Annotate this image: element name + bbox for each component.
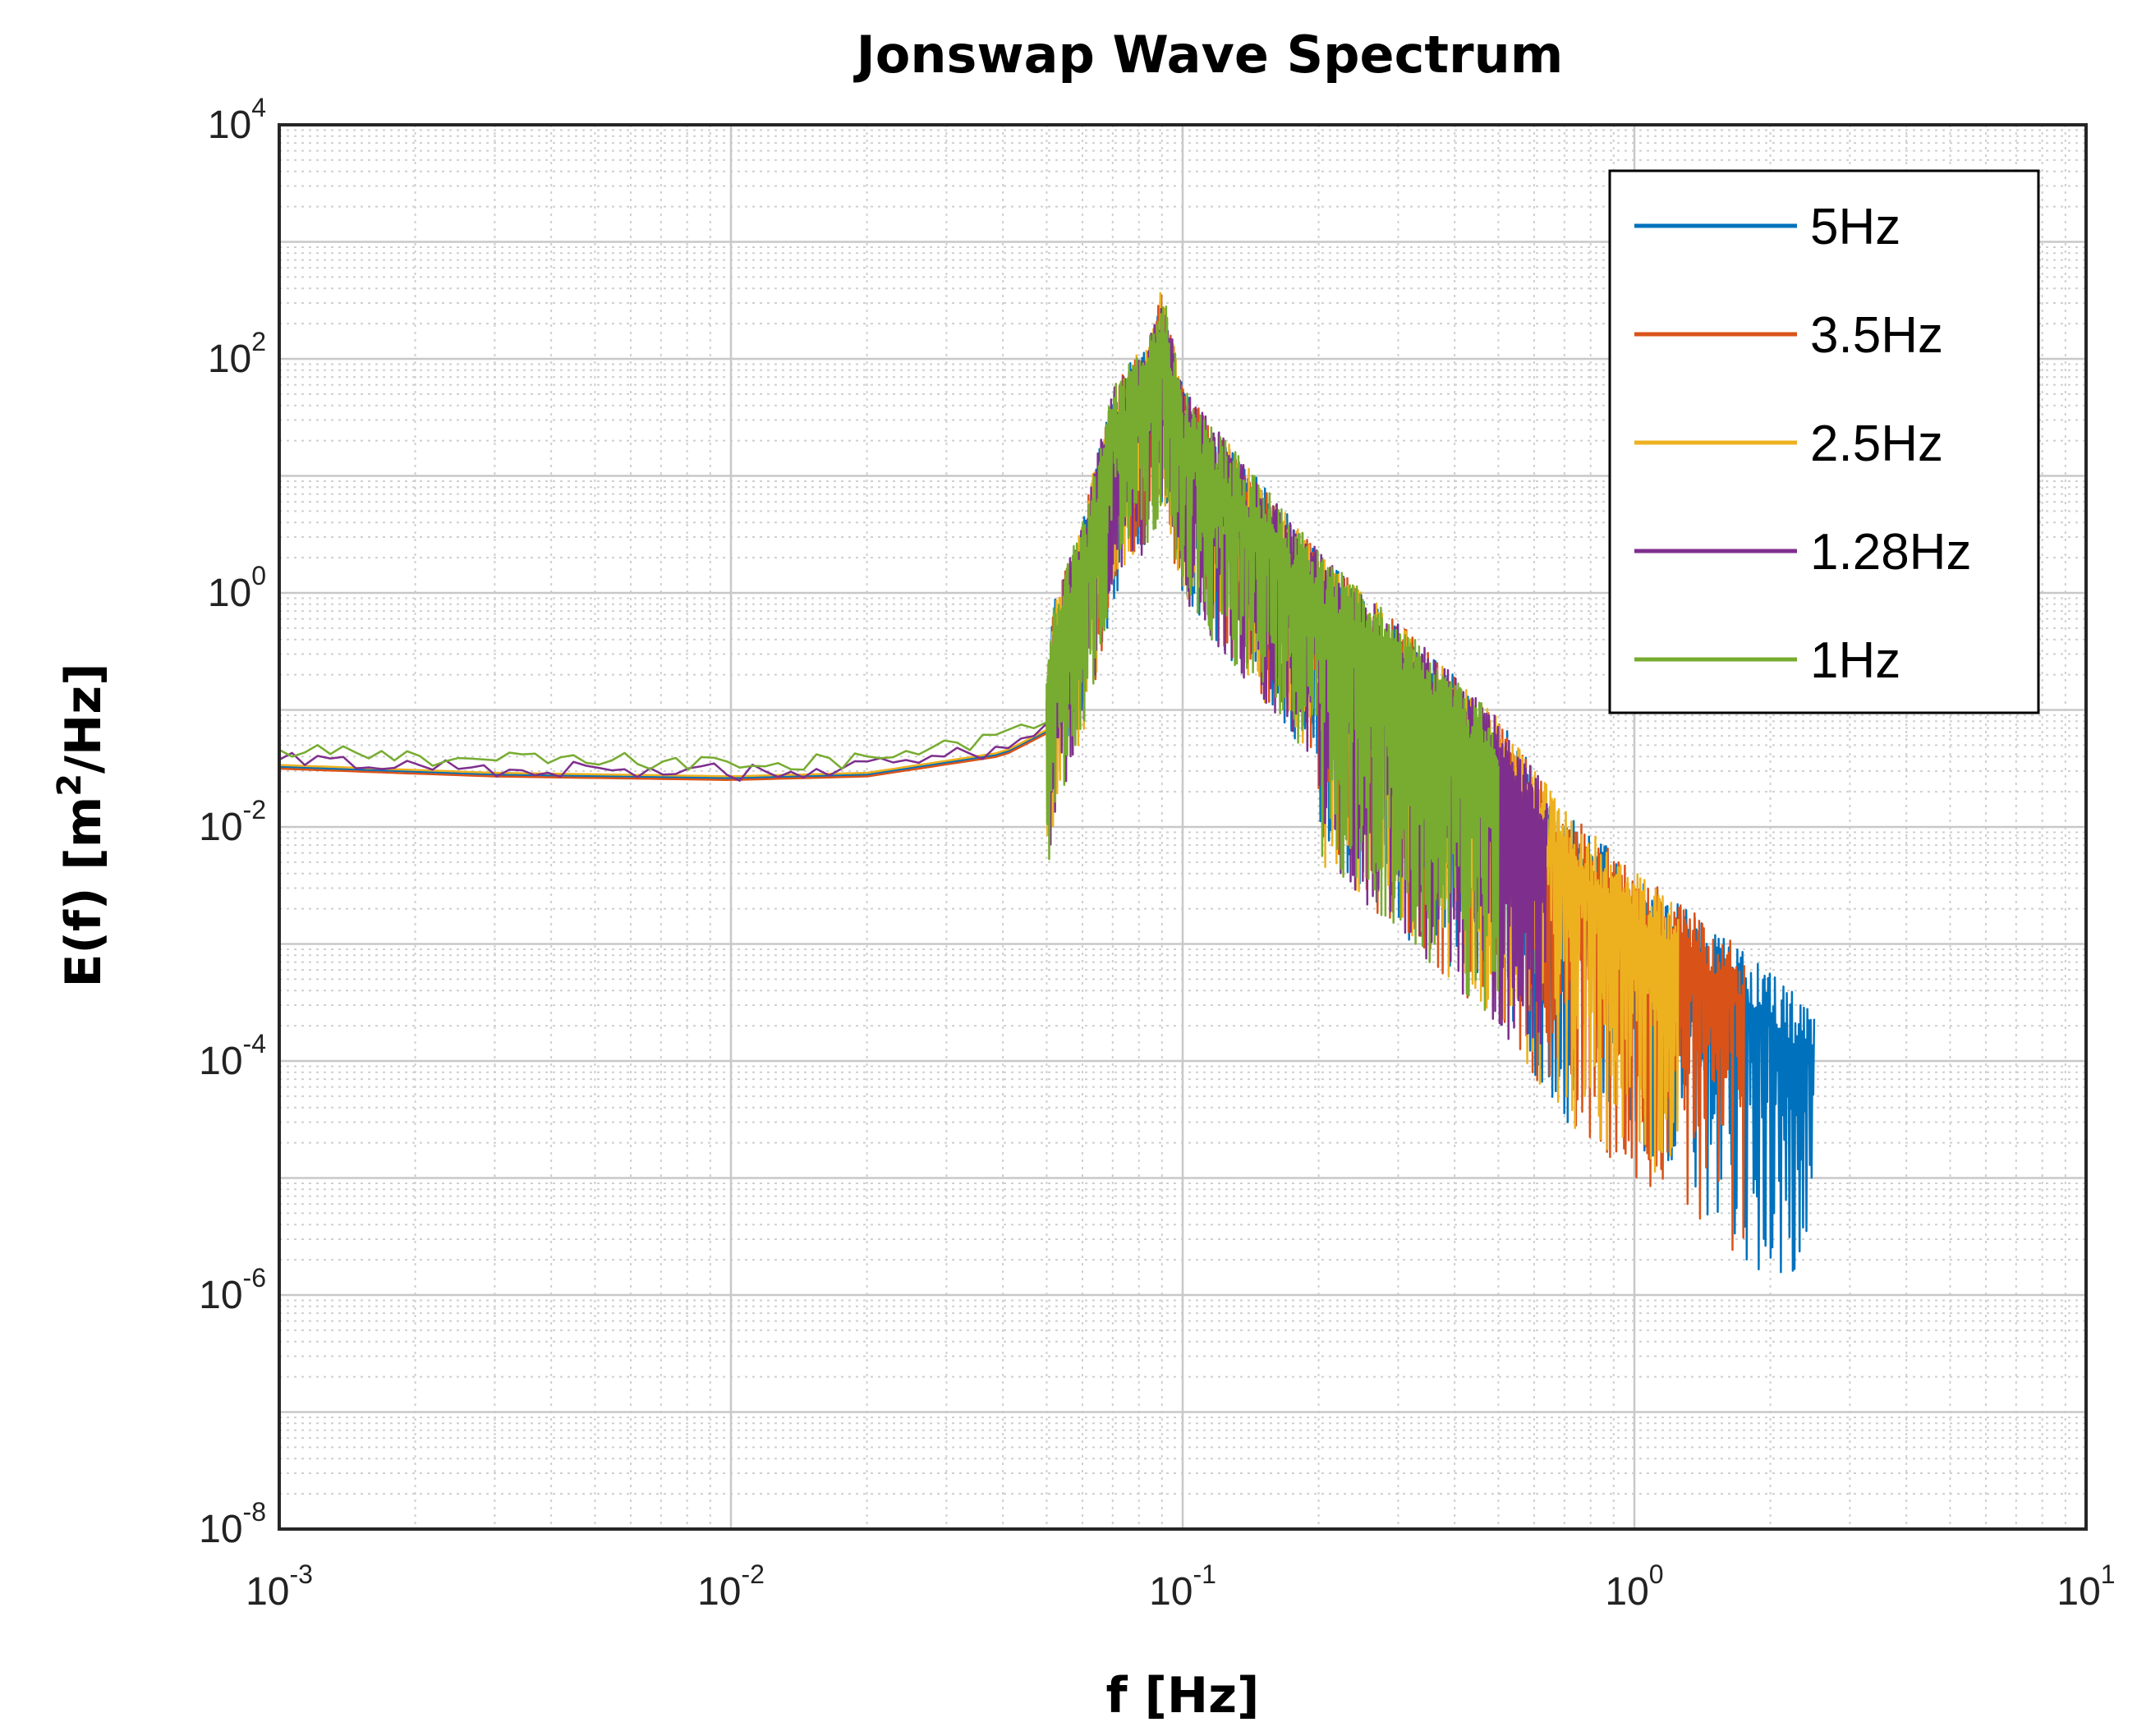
y-tick-label: 104 <box>208 93 266 147</box>
x-tick-labels: 10-3 10-2 10-1 100 101 <box>246 1559 2116 1614</box>
legend-label: 2.5Hz <box>1810 416 1943 472</box>
series-layer <box>278 292 1816 1274</box>
legend-label: 5Hz <box>1810 199 1900 255</box>
legend-label: 1.28Hz <box>1810 524 1971 581</box>
x-tick-label: 10-1 <box>1149 1559 1216 1614</box>
y-axis-label-prefix: E(f) [m <box>55 797 113 988</box>
y-tick-label: 10-4 <box>199 1029 266 1083</box>
plot-frame <box>278 123 2088 1531</box>
chart-title: Jonswap Wave Spectrum <box>853 25 1564 85</box>
x-tick-label: 10-3 <box>246 1559 313 1614</box>
y-tick-label: 10-2 <box>199 795 266 849</box>
x-tick-label: 10-2 <box>697 1559 765 1614</box>
x-tick-label: 100 <box>1605 1559 1663 1614</box>
series-line-1hz <box>278 305 1500 1012</box>
legend: 5Hz 3.5Hz 2.5Hz 1.28Hz 1Hz <box>1608 169 2040 714</box>
y-axis-label: E(f) [m2/Hz] <box>51 663 113 987</box>
legend-label: 1Hz <box>1810 632 1900 689</box>
y-tick-label: 100 <box>208 561 266 615</box>
x-tick-label: 101 <box>2057 1559 2115 1614</box>
y-tick-label: 10-6 <box>199 1263 266 1317</box>
y-tick-labels: 10-8 10-6 10-4 10-2 100 102 104 <box>199 93 266 1551</box>
legend-label: 3.5Hz <box>1810 307 1943 364</box>
x-axis-label: f [Hz] <box>1106 1667 1260 1725</box>
y-axis-label-suffix: /Hz] <box>55 663 113 773</box>
y-tick-label: 10-8 <box>199 1497 266 1551</box>
y-axis-label-sup: 2 <box>51 774 89 797</box>
y-tick-label: 102 <box>208 327 266 381</box>
